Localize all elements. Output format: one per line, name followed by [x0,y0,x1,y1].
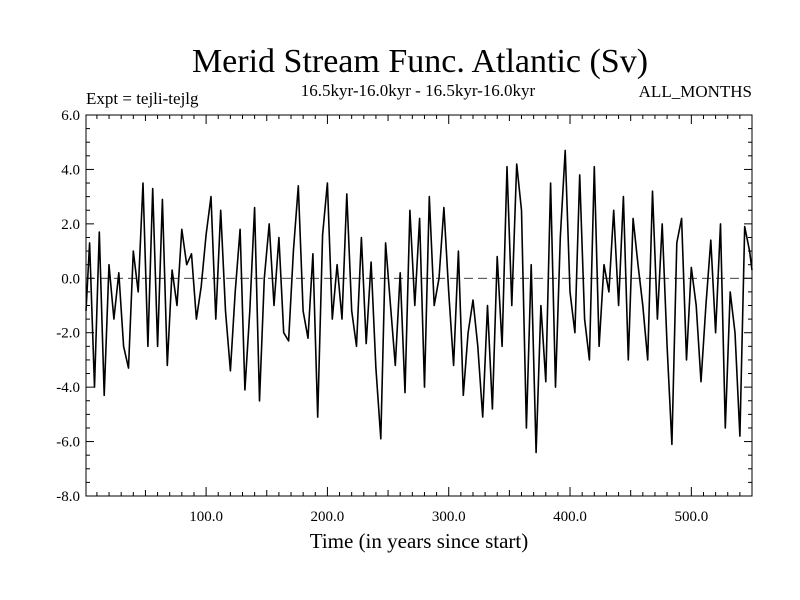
x-tick-label: 200.0 [311,509,345,525]
y-tick-label: 0.0 [61,271,80,287]
chart-subtitle-center: 16.5kyr-16.0kyr - 16.5kyr-16.0kyr [301,81,536,100]
x-tick-label: 100.0 [189,509,223,525]
x-tick-label: 500.0 [674,509,708,525]
y-tick-label: -4.0 [56,380,80,396]
chart-subtitle-right: ALL_MONTHS [639,82,752,101]
plot-frame [85,114,753,497]
chart-subtitle-left: Expt = tejli-tejlg [86,89,199,108]
y-tick-label: -8.0 [56,489,80,505]
x-tick-label: 400.0 [553,509,587,525]
y-tick-label: -2.0 [56,326,80,342]
series-line-tejli-tejlg [85,149,753,454]
x-axis-label: Time (in years since start) [310,529,529,553]
x-tick-label: 300.0 [432,509,466,525]
y-tick-label: -6.0 [56,435,80,451]
y-tick-label: 6.0 [61,108,80,124]
y-tick-label: 4.0 [61,162,80,178]
x-axis: 100.0 200.0 300.0 400.0 500.0 [96,115,741,525]
y-axis: 6.0 4.0 2.0 0.0 -2.0 -4.0 -6.0 -8.0 [56,108,752,505]
y-tick-label: 2.0 [61,217,80,233]
chart-title: Merid Stream Func. Atlantic (Sv) [192,43,648,80]
